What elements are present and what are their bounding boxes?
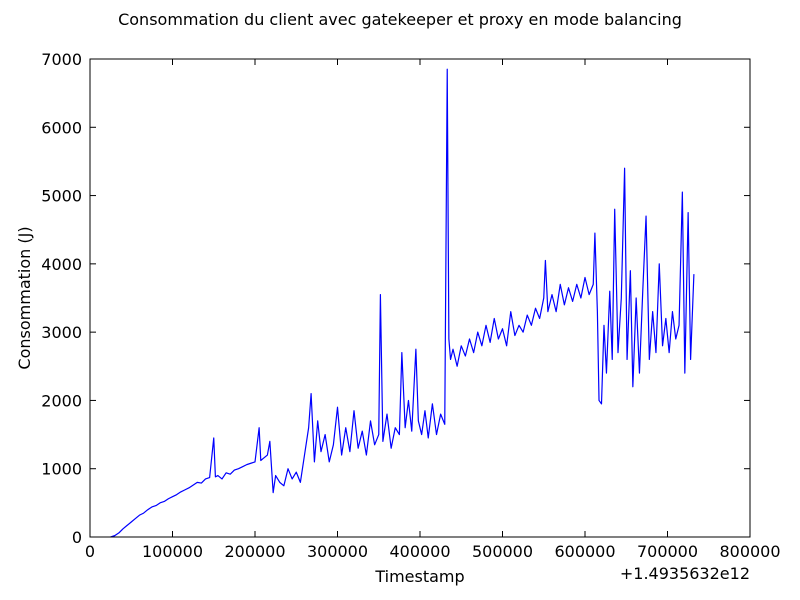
chart-title: Consommation du client avec gatekeeper e… xyxy=(118,10,682,29)
y-tick-label: 4000 xyxy=(41,255,82,274)
y-tick-label: 3000 xyxy=(41,323,82,342)
y-tick-label: 7000 xyxy=(41,50,82,69)
x-tick-label: 0 xyxy=(85,542,95,561)
x-tick-label: 400000 xyxy=(389,542,450,561)
y-axis-label: Consommation (J) xyxy=(15,226,34,369)
x-tick-label: 600000 xyxy=(554,542,615,561)
x-tick-label: 700000 xyxy=(637,542,698,561)
x-tick-label: 300000 xyxy=(307,542,368,561)
y-tick-label: 6000 xyxy=(41,118,82,137)
x-axis-label: Timestamp xyxy=(374,567,464,586)
x-tick-label: 500000 xyxy=(472,542,533,561)
y-tick-label: 0 xyxy=(72,528,82,547)
x-tick-label: 800000 xyxy=(719,542,780,561)
x-offset-label: +1.4935632e12 xyxy=(620,564,750,583)
plot-frame xyxy=(89,58,751,538)
y-tick-label: 1000 xyxy=(41,460,82,479)
y-tick-label: 2000 xyxy=(41,391,82,410)
y-tick-label: 5000 xyxy=(41,187,82,206)
x-tick-label: 100000 xyxy=(142,542,203,561)
data-line xyxy=(110,68,695,538)
x-tick-label: 200000 xyxy=(224,542,285,561)
